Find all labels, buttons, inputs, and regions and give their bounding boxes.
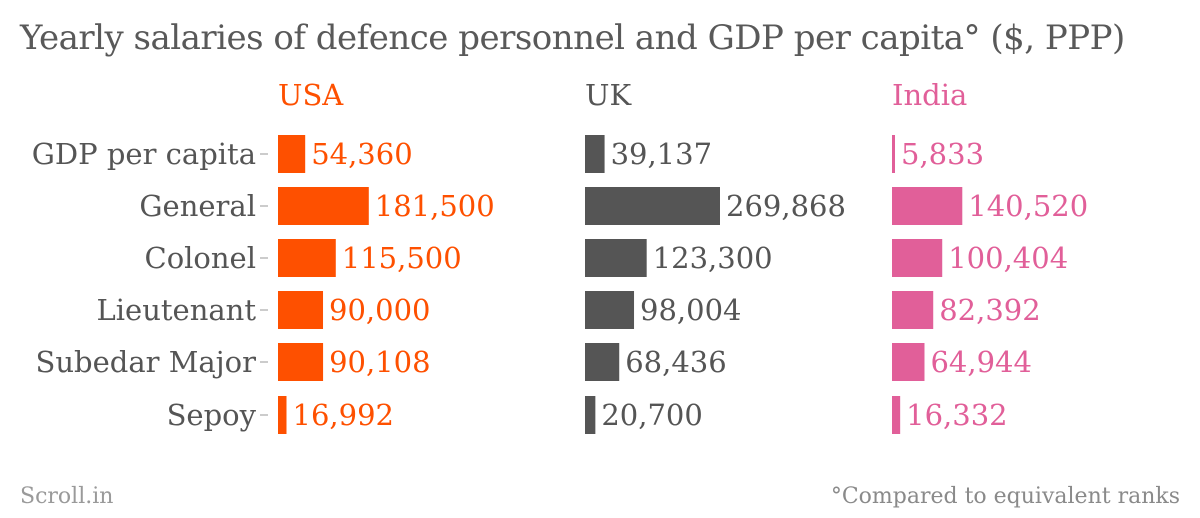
bar [278,291,324,329]
data-label: 82,392 [939,293,1040,327]
bar [892,135,895,173]
data-label: 100,404 [948,241,1068,275]
bar [585,291,635,329]
category-label: GDP per capita [32,137,256,171]
series-header: UK [585,78,632,112]
data-label: 16,992 [293,398,394,432]
data-label: 123,300 [653,241,773,275]
data-label: 64,944 [930,345,1031,379]
category-label: Subedar Major [35,345,256,379]
data-label: 140,520 [968,189,1088,223]
bar [278,343,324,381]
data-label: 16,332 [906,398,1007,432]
category-label: Sepoy [167,398,257,432]
data-label: 20,700 [601,398,702,432]
chart: GDP per capita General Colonel Lieutenant Su… [32,78,1088,434]
data-label: 54,360 [311,137,412,171]
bar [585,239,647,277]
bar [278,396,287,434]
bar [892,239,943,277]
data-label: 98,004 [640,293,741,327]
bar [278,135,306,173]
data-label: 90,108 [329,345,430,379]
bar [278,239,336,277]
series-header: USA [278,78,344,112]
series-header: India [892,78,967,112]
data-label: 269,868 [726,189,846,223]
data-label: 115,500 [342,241,462,275]
bar [892,343,925,381]
chart-title: Yearly salaries of defence personnel and… [20,18,1125,58]
bar [585,396,596,434]
bar [585,187,720,225]
bar [585,343,620,381]
data-label: 68,436 [625,345,726,379]
category-label: Colonel [145,241,257,275]
data-label: 181,500 [375,189,495,223]
bar [278,187,369,225]
source-credit: Scroll.in [20,484,114,509]
footnote: °Compared to equivalent ranks [830,484,1180,509]
data-label: 5,833 [901,137,984,171]
bar [892,187,963,225]
category-label: Lieutenant [97,293,257,327]
bar [892,291,934,329]
bar [585,135,605,173]
data-label: 39,137 [611,137,712,171]
data-label: 90,000 [329,293,430,327]
bar [892,396,901,434]
category-label: General [139,189,256,223]
